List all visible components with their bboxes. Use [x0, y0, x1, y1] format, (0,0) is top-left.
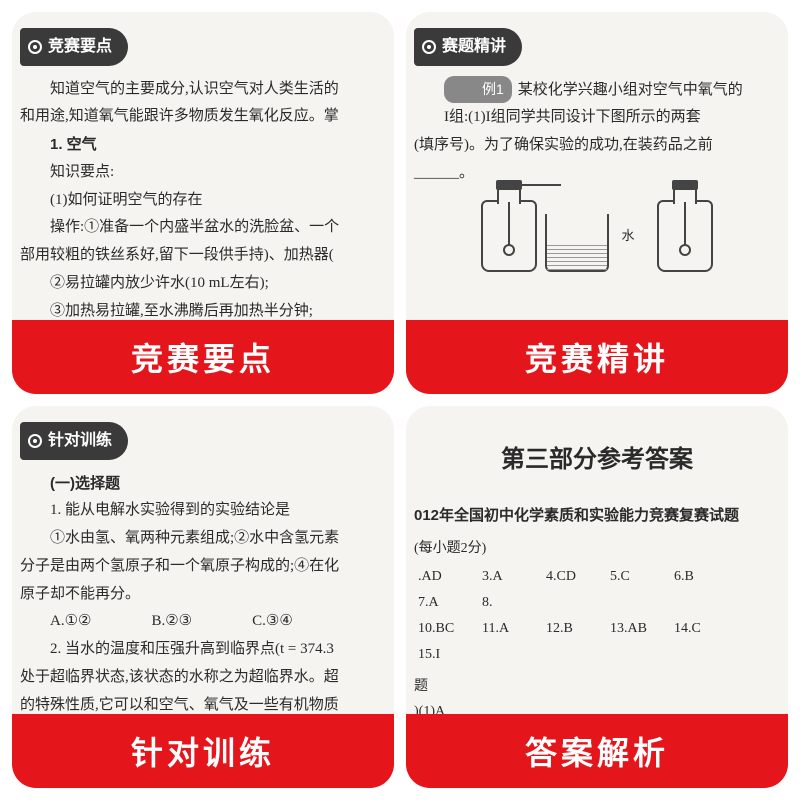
text-line: 知识要点:: [20, 159, 386, 187]
answer-row: .AD 3.A 4.CD 5.C 6.B 7.A 8.: [414, 564, 780, 616]
text-line: (一)选择题: [20, 470, 386, 498]
badge-icon: [422, 40, 436, 54]
text-body: 2. 当水的温度和压强升高到临界点(t = 374.3处于超临界状态,该状态的水…: [20, 636, 386, 714]
answer-item: 4.CD: [546, 564, 590, 590]
options-row: A.①② B.②③ C.③④: [20, 608, 386, 636]
option: A.①②: [50, 608, 91, 636]
text-line: (填序号)。为了确保实验的成功,在装药品之前: [414, 132, 780, 160]
answer-item: 11.A: [482, 616, 526, 642]
text-line: ①水由氢、氧两种元素组成;②水中含氢元素: [20, 525, 386, 553]
text-line: 部用较粗的铁丝系好,留下一段供手持)、加热器(: [20, 242, 386, 270]
card-label: 竞赛精讲: [406, 320, 788, 394]
card-content: 第三部分参考答案 012年全国初中化学素质和实验能力竞赛复赛试题 (每小题2分)…: [406, 406, 788, 714]
answer-item: 15.I: [418, 642, 462, 668]
text-line: 和用途,知道氧气能跟许多物质发生氧化反应。掌: [20, 103, 386, 131]
text-line: (1)如何证明空气的存在: [20, 187, 386, 215]
example-line: 例1 某校化学兴趣小组对空气中氧气的: [414, 76, 780, 105]
answer-item: 10.BC: [418, 616, 462, 642]
text-line: 1. 能从电解水实验得到的实验结论是: [20, 497, 386, 525]
card-label: 针对训练: [12, 714, 394, 788]
answer-note: (每小题2分): [414, 536, 780, 562]
section-badge: 针对训练: [20, 422, 128, 460]
text-body: I组:(1)I组同学共同设计下图所示的两套(填序号)。为了确保实验的成功,在装药…: [414, 104, 780, 187]
answer-item: 3.A: [482, 564, 526, 590]
text-line: )(1)A: [414, 699, 780, 714]
answer-item: .AD: [418, 564, 462, 590]
card-key-points: 竞赛要点 知道空气的主要成分,认识空气对人类生活的和用途,知道氧气能跟许多物质发…: [12, 12, 394, 394]
answer-subtitle: 012年全国初中化学素质和实验能力竞赛复赛试题: [414, 502, 780, 530]
answer-item: 7.A: [418, 590, 462, 616]
answer-item: 13.AB: [610, 616, 654, 642]
card-grid: 竞赛要点 知道空气的主要成分,认识空气对人类生活的和用途,知道氧气能跟许多物质发…: [0, 0, 800, 800]
flask-left: [481, 200, 537, 272]
card-training: 针对训练 (一)选择题1. 能从电解水实验得到的实验结论是①水由氢、氧两种元素组…: [12, 406, 394, 788]
section-badge: 赛题精讲: [414, 28, 522, 66]
text-line: 的特殊性质,它可以和空气、氧气及一些有机物质: [20, 692, 386, 714]
answer-title: 第三部分参考答案: [414, 438, 780, 482]
answer-item: 14.C: [674, 616, 718, 642]
example-badge: 例1: [444, 76, 512, 104]
text-body: (一)选择题1. 能从电解水实验得到的实验结论是①水由氢、氧两种元素组成;②水中…: [20, 470, 386, 609]
text-line: 知道空气的主要成分,认识空气对人类生活的: [20, 76, 386, 104]
text-line: 题: [414, 674, 780, 700]
card-label: 竞赛要点: [12, 320, 394, 394]
text-line: I组:(1)I组同学共同设计下图所示的两套: [414, 104, 780, 132]
text-body: 题)(1)A燃烧发动机中汽油与空气的质量比低,相对来说氧气的分燃烧的 N 和 O…: [414, 674, 780, 714]
answer-item: 5.C: [610, 564, 654, 590]
text-line: 2. 当水的温度和压强升高到临界点(t = 374.3: [20, 636, 386, 664]
text-line: 1. 空气: [20, 131, 386, 159]
card-content: 竞赛要点 知道空气的主要成分,认识空气对人类生活的和用途,知道氧气能跟许多物质发…: [12, 12, 394, 320]
text-line: 分子是由两个氢原子和一个氧原子构成的;④在化: [20, 553, 386, 581]
text-line: ______。: [414, 160, 780, 188]
text-line: ③加热易拉罐,至水沸腾后再加热半分钟;: [20, 298, 386, 320]
badge-icon: [28, 40, 42, 54]
flask-right: [657, 200, 713, 272]
badge-text: 赛题精讲: [442, 32, 506, 62]
section-badge: 竞赛要点: [20, 28, 128, 66]
chemistry-diagram: 水: [414, 200, 780, 272]
example-text: 某校化学兴趣小组对空气中氧气的: [518, 82, 743, 98]
badge-text: 竞赛要点: [48, 32, 112, 62]
text-body: 知道空气的主要成分,认识空气对人类生活的和用途,知道氧气能跟许多物质发生氧化反应…: [20, 76, 386, 320]
badge-icon: [28, 434, 42, 448]
answer-item: 6.B: [674, 564, 718, 590]
card-explanation: 赛题精讲 例1 某校化学兴趣小组对空气中氧气的 I组:(1)I组同学共同设计下图所…: [406, 12, 788, 394]
answer-item: 8.: [482, 590, 526, 616]
card-content: 针对训练 (一)选择题1. 能从电解水实验得到的实验结论是①水由氢、氧两种元素组…: [12, 406, 394, 714]
text-line: ②易拉罐内放少许水(10 mL左右);: [20, 270, 386, 298]
badge-text: 针对训练: [48, 426, 112, 456]
answer-row: 10.BC 11.A 12.B 13.AB 14.C 15.I: [414, 616, 780, 668]
card-label: 答案解析: [406, 714, 788, 788]
card-content: 赛题精讲 例1 某校化学兴趣小组对空气中氧气的 I组:(1)I组同学共同设计下图所…: [406, 12, 788, 320]
option: C.③④: [252, 608, 293, 636]
text-line: 原子却不能再分。: [20, 581, 386, 609]
water-label: 水: [621, 224, 634, 248]
answer-item: 12.B: [546, 616, 590, 642]
text-line: 操作:①准备一个内盛半盆水的洗脸盆、一个: [20, 214, 386, 242]
beaker: [545, 214, 609, 272]
option: B.②③: [151, 608, 192, 636]
text-line: 处于超临界状态,该状态的水称之为超临界水。超: [20, 664, 386, 692]
card-answers: 第三部分参考答案 012年全国初中化学素质和实验能力竞赛复赛试题 (每小题2分)…: [406, 406, 788, 788]
